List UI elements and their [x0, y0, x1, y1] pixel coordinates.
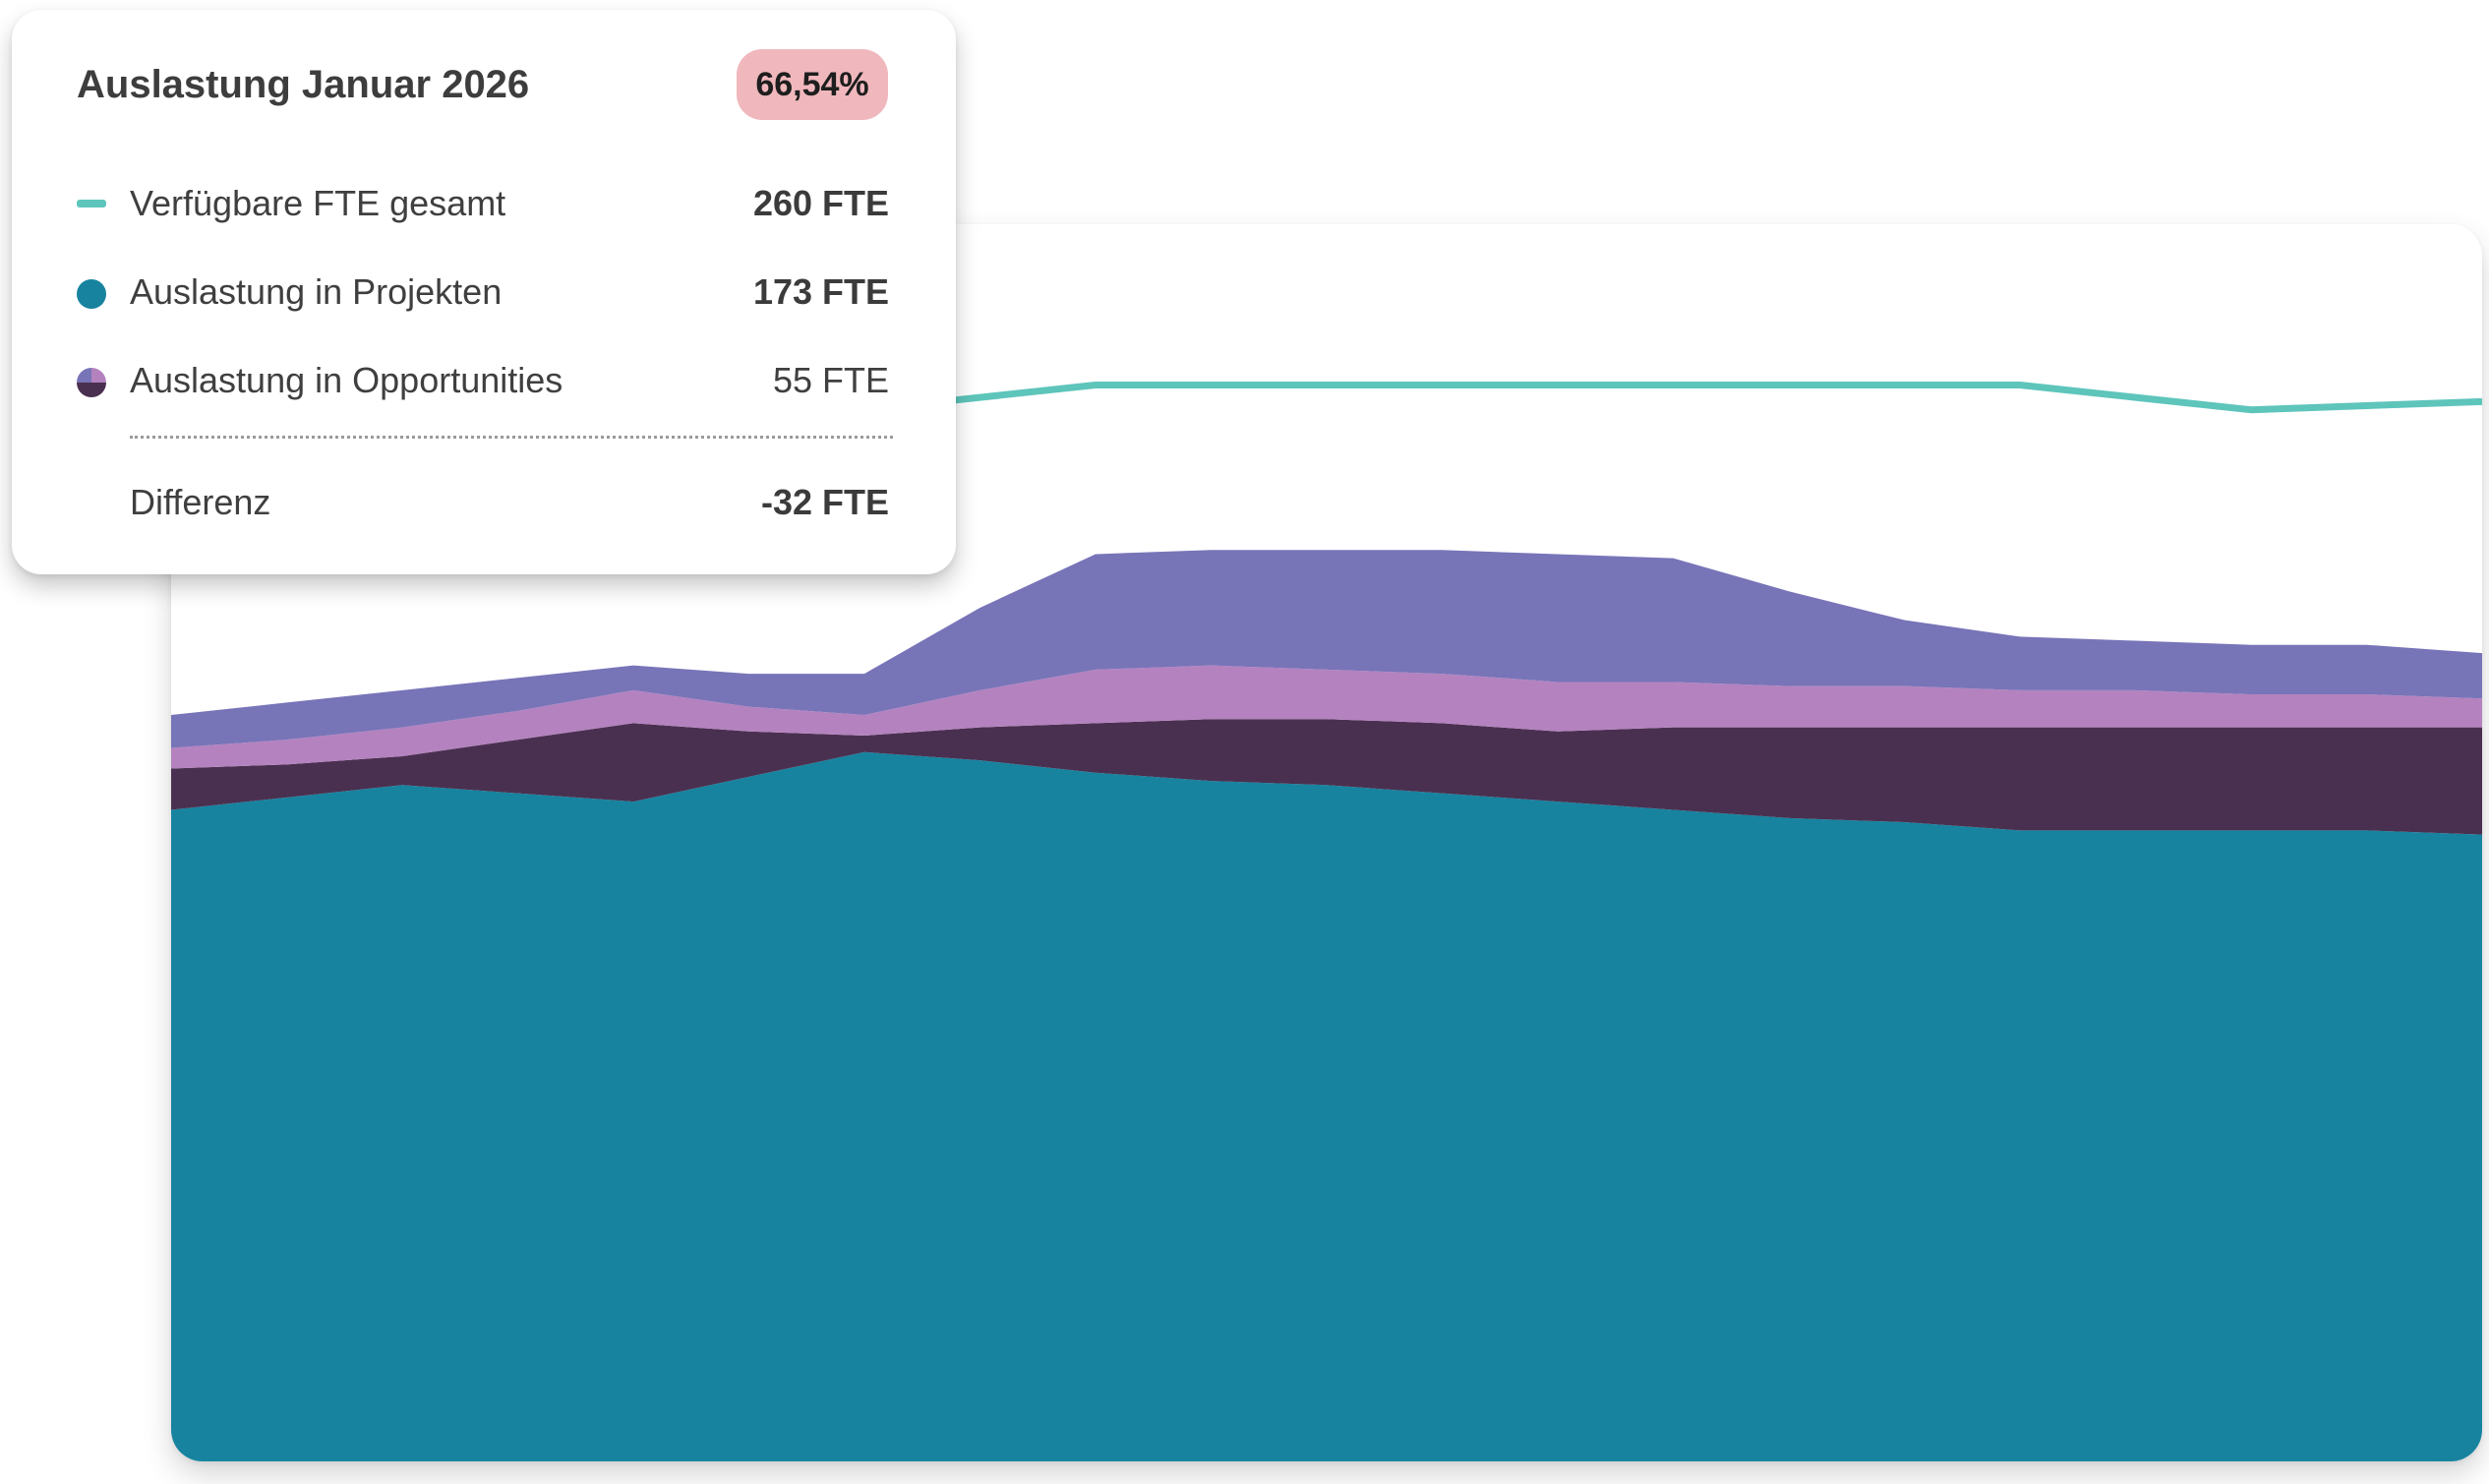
difference-row: Differenz -32 FTE	[77, 478, 889, 527]
legend-value: 173 FTE	[752, 271, 889, 312]
area-series-1	[171, 751, 2482, 1461]
area-series-4	[171, 550, 2482, 748]
tooltip: Auslastung Januar 2026 66,54% Verfügbare…	[12, 10, 956, 574]
legend-row-projects: Auslastung in Projekten 173 FTE	[77, 267, 889, 317]
legend-value: 55 FTE	[772, 360, 889, 400]
split-dot-legend-icon	[77, 368, 106, 397]
legend-label: Verfügbare FTE gesamt	[130, 183, 506, 223]
difference-label: Differenz	[130, 482, 271, 522]
legend-label: Auslastung in Projekten	[130, 271, 503, 312]
chart-card	[171, 224, 2482, 1461]
legend-row-opportunities: Auslastung in Opportunities 55 FTE	[77, 356, 889, 405]
utilization-badge: 66,54%	[737, 49, 888, 120]
line-legend-icon	[77, 200, 106, 208]
legend-row-available: Verfügbare FTE gesamt 260 FTE	[77, 179, 889, 228]
dot-legend-icon	[77, 279, 106, 309]
difference-value: -32 FTE	[760, 482, 889, 522]
area-chart	[171, 382, 2482, 1461]
legend-value: 260 FTE	[752, 183, 889, 223]
legend-label: Auslastung in Opportunities	[130, 360, 563, 400]
area-series-2	[171, 719, 2482, 835]
area-series-3	[171, 665, 2482, 769]
tooltip-title: Auslastung Januar 2026	[77, 63, 530, 106]
divider	[130, 436, 893, 439]
